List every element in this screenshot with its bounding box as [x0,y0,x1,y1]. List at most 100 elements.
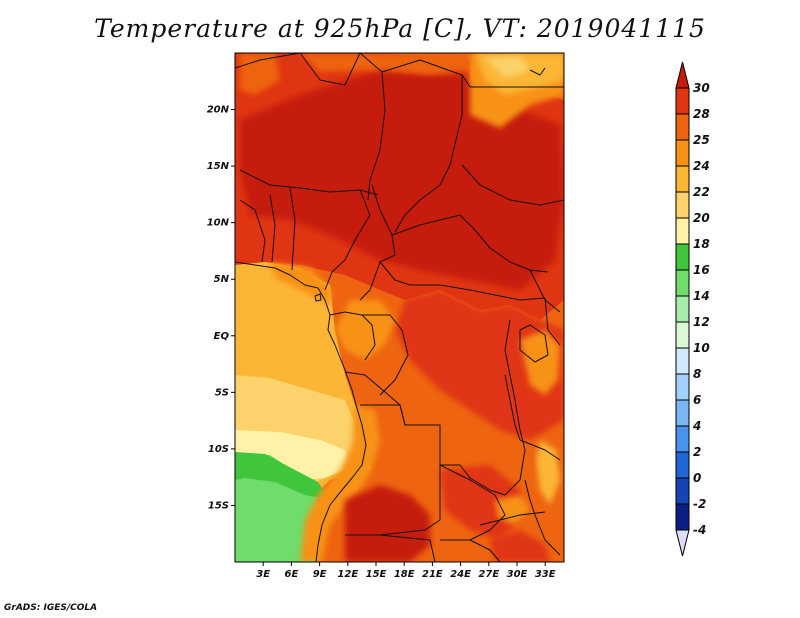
lake-kariba [479,511,546,526]
lake-tanganyika [504,374,521,441]
border-togo [269,194,276,263]
map-frame [234,52,565,563]
colorbar-label: 12 [693,315,710,329]
colorbar-label: 22 [693,185,710,199]
lon-tick-label: 30E [507,569,528,580]
border-car-drc [379,261,546,301]
border-ghana [239,199,266,263]
colorbar-swatch [675,451,690,479]
border-angola [355,404,441,536]
lat-tick-label: 20N [207,105,230,116]
colorbar-label: 14 [693,289,710,303]
grads-credit: GrADS: IGES/COLA [4,603,98,613]
colorbar-swatch [675,321,690,349]
band-18-20-atlantic [235,430,350,480]
map-title: Temperature at 925hPa [C], VT: 201904111… [94,14,706,43]
lon-tick-label: 33E [535,569,556,580]
bioko-island [314,293,322,302]
border-drc [344,319,526,496]
lat-tick-label: 5N [214,274,230,285]
colorbar-label: 0 [693,471,701,485]
lake-nasser [529,67,546,76]
band-20-22-northeast [485,56,530,78]
border-niger-libya-chad [359,53,564,88]
colorbar-label: -2 [693,497,706,511]
colorbar-swatch [675,139,690,167]
colorbar-label: 2 [693,445,701,459]
lon-tick-label: 24E [450,569,471,580]
border-zimbabwe [469,539,501,562]
border-niger-nigeria [239,169,379,196]
band-28-30-east-central [395,290,564,440]
lake-malawi [524,479,536,516]
colorbar-label: 20 [693,211,710,225]
colorbar-swatch [675,503,690,531]
lon-tick-label: 27E [478,569,499,580]
band-24-25-malawi [495,495,530,525]
border-nigeria-cameroon [324,189,371,291]
colorbar-swatch [675,165,690,193]
colorbar-swatch [675,477,690,505]
border-algeria-mali [235,53,301,69]
lat-tick-label: 15S [208,500,229,511]
border-gabon [329,311,376,361]
colorbar-label: 28 [693,107,710,121]
lon-tick-label: 6E [285,569,299,580]
band-24-25-angola-coast [300,405,380,562]
lake-victoria [519,324,549,363]
border-cameroon-chad [359,184,396,301]
colorbar-label: 18 [693,237,710,251]
colorbar-label: 4 [692,419,701,433]
lon-tick-label: 21E [422,569,443,580]
lat-tick-label: 15N [207,161,230,172]
colorbar-swatch [675,243,690,271]
longitude-axis: 3E 6E 9E 12E 15E 18E 21E 24E 27E 30E 33E [256,562,556,580]
colorbar-swatch [675,269,690,297]
band-24-25-great-lakes [520,330,560,395]
latitude-axis: 20N 15N 10N 5N EQ 5S 10S 15S [207,105,235,511]
coastline [235,261,367,562]
lon-tick-label: 12E [337,569,358,580]
lon-tick-label: 18E [394,569,415,580]
colorbar-label: 16 [693,263,710,277]
lat-tick-label: 10N [207,218,230,229]
border-namibia [345,534,436,562]
lon-tick-label: 15E [366,569,387,580]
colorbar-top-arrow [675,61,690,89]
border-niger-chad [367,71,386,201]
country-boundaries [235,53,564,562]
colorbar-bottom-arrow [675,529,690,557]
colorbar-label: 24 [693,159,710,173]
border-benin [289,187,296,271]
temperature-field [235,53,564,562]
border-sudan-south-sudan [461,164,564,206]
border-chad-car [391,214,549,273]
lon-tick-label: 9E [313,569,327,580]
colorbar-swatch [675,347,690,375]
colorbar-swatch [675,399,690,427]
colorbar-swatch [675,191,690,219]
border-mali-niger [299,53,361,86]
band-30-plus-south [345,485,430,562]
border-chad-sudan [394,75,463,233]
colorbar-swatch [675,425,690,453]
colorbar-label: 25 [693,133,710,147]
band-30-plus-north [240,70,564,290]
band-16-18-atlantic [235,452,330,500]
colorbar-swatch [675,87,690,115]
border-tanzania-zambia [519,439,561,461]
border-mozambique [534,514,561,556]
border-congo-drc [362,314,409,396]
band-28-30-zambia [440,465,520,540]
colorbar-label: 30 [693,81,710,95]
colorbar-swatch [675,295,690,323]
band-sahara-north [300,53,470,75]
lat-tick-label: EQ [214,331,230,342]
colorbar-swatch [675,373,690,401]
border-uganda-kenya [544,297,561,346]
colorbar-label: 8 [693,367,701,381]
colorbar-swatch [675,217,690,245]
band-28-30-mozambique [490,530,550,562]
